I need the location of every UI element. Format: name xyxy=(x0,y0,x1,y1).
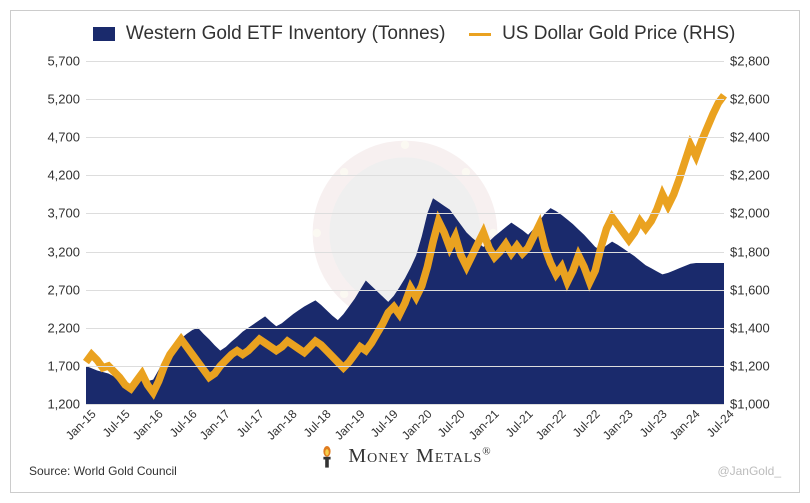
x-tick-label: Jul-18 xyxy=(298,404,334,440)
x-tick-label: Jul-17 xyxy=(231,404,267,440)
y-right-tick-label: $1,600 xyxy=(724,282,770,297)
x-tick-label: Jan-24 xyxy=(664,404,703,443)
y-right-tick-label: $2,400 xyxy=(724,130,770,145)
y-right-tick-label: $1,200 xyxy=(724,358,770,373)
plot-area: 1,2001,7002,2002,7003,2003,7004,2004,700… xyxy=(86,61,724,404)
footer-reg: ® xyxy=(482,445,491,457)
y-left-tick-label: 2,700 xyxy=(47,282,86,297)
legend-swatch-area xyxy=(93,27,115,41)
y-left-tick-label: 2,200 xyxy=(47,320,86,335)
x-tick-label: Jul-20 xyxy=(432,404,468,440)
y-right-tick-label: $1,400 xyxy=(724,320,770,335)
x-tick-label: Jan-17 xyxy=(194,404,233,443)
x-tick-label: Jan-21 xyxy=(463,404,502,443)
chart-svg xyxy=(86,61,724,404)
y-right-tick-label: $2,600 xyxy=(724,92,770,107)
y-left-tick-label: 1,700 xyxy=(47,358,86,373)
x-tick-label: Jan-20 xyxy=(396,404,435,443)
x-tick-label: Jan-22 xyxy=(530,404,569,443)
y-left-tick-label: 4,700 xyxy=(47,130,86,145)
y-right-tick-label: $1,000 xyxy=(724,397,770,412)
handle-text: @JanGold_ xyxy=(717,464,781,478)
y-left-tick-label: 3,700 xyxy=(47,206,86,221)
y-left-tick-label: 3,200 xyxy=(47,244,86,259)
legend: Western Gold ETF Inventory (Tonnes) US D… xyxy=(11,23,799,45)
y-right-tick-label: $2,200 xyxy=(724,168,770,183)
footer-brand-text: Money Metals xyxy=(348,445,482,467)
x-tick-label: Jul-15 xyxy=(96,404,132,440)
x-tick-label: Jan-19 xyxy=(329,404,368,443)
x-tick-label: Jul-23 xyxy=(634,404,670,440)
x-tick-label: Jul-16 xyxy=(164,404,200,440)
x-tick-label: Jul-19 xyxy=(365,404,401,440)
x-tick-label: Jan-23 xyxy=(597,404,636,443)
y-right-tick-label: $2,000 xyxy=(724,206,770,221)
y-right-tick-label: $2,800 xyxy=(724,54,770,69)
chart-border: Western Gold ETF Inventory (Tonnes) US D… xyxy=(10,10,800,493)
legend-swatch-line xyxy=(469,33,491,36)
y-left-tick-label: 5,200 xyxy=(47,92,86,107)
source-text: Source: World Gold Council xyxy=(29,464,177,478)
y-left-tick-label: 5,700 xyxy=(47,54,86,69)
legend-label-area: Western Gold ETF Inventory (Tonnes) xyxy=(126,23,446,44)
x-tick-label: Jan-16 xyxy=(127,404,166,443)
legend-label-line: US Dollar Gold Price (RHS) xyxy=(502,23,735,44)
torch-icon xyxy=(318,446,336,468)
y-right-tick-label: $1,800 xyxy=(724,244,770,259)
y-left-tick-label: 4,200 xyxy=(47,168,86,183)
chart-frame: Western Gold ETF Inventory (Tonnes) US D… xyxy=(0,0,810,503)
x-tick-label: Jul-21 xyxy=(499,404,535,440)
x-tick-label: Jan-18 xyxy=(262,404,301,443)
x-tick-label: Jul-22 xyxy=(567,404,603,440)
